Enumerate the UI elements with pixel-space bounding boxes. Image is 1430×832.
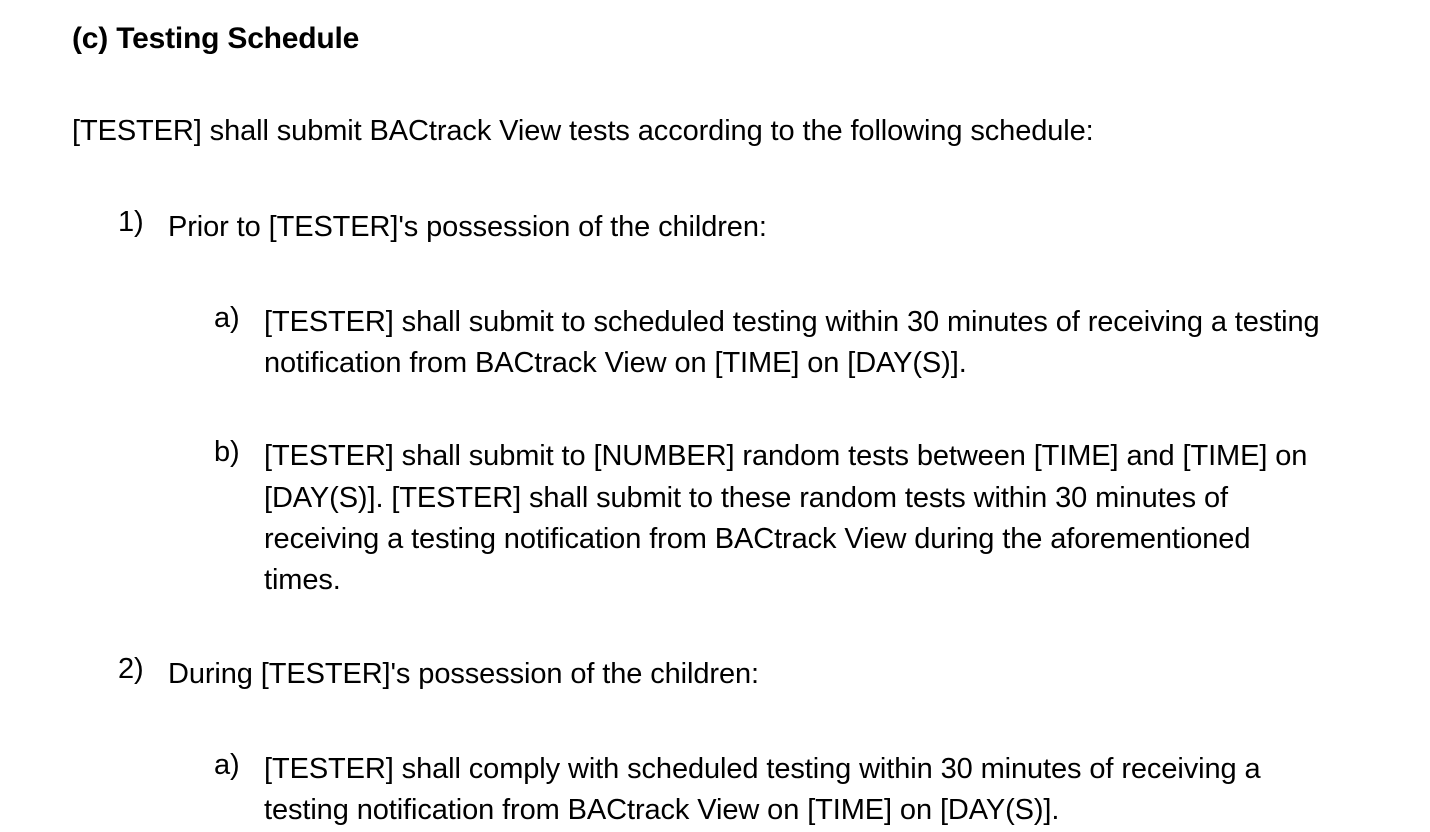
- sublist-marker: a): [214, 302, 264, 335]
- sublist-text: [TESTER] shall comply with scheduled tes…: [264, 749, 1324, 831]
- list-item-1: 1) Prior to [TESTER]'s possession of the…: [118, 206, 1358, 248]
- list-subitem-2a: a) [TESTER] shall comply with scheduled …: [214, 749, 1358, 831]
- list-marker: 1): [118, 206, 168, 239]
- sublist-text: [TESTER] shall submit to scheduled testi…: [264, 302, 1324, 384]
- sublist-marker: b): [214, 436, 264, 469]
- list-subitem-1b: b) [TESTER] shall submit to [NUMBER] ran…: [214, 436, 1358, 601]
- list-item-2: 2) During [TESTER]'s possession of the c…: [118, 653, 1358, 695]
- list-text: Prior to [TESTER]'s possession of the ch…: [168, 206, 767, 248]
- section-heading: (c) Testing Schedule: [72, 22, 1358, 56]
- sublist-text: [TESTER] shall submit to [NUMBER] random…: [264, 436, 1324, 601]
- list-subitem-1a: a) [TESTER] shall submit to scheduled te…: [214, 302, 1358, 384]
- list-text: During [TESTER]'s possession of the chil…: [168, 653, 759, 695]
- list-marker: 2): [118, 653, 168, 686]
- intro-paragraph: [TESTER] shall submit BACtrack View test…: [72, 110, 1358, 152]
- sublist-marker: a): [214, 749, 264, 782]
